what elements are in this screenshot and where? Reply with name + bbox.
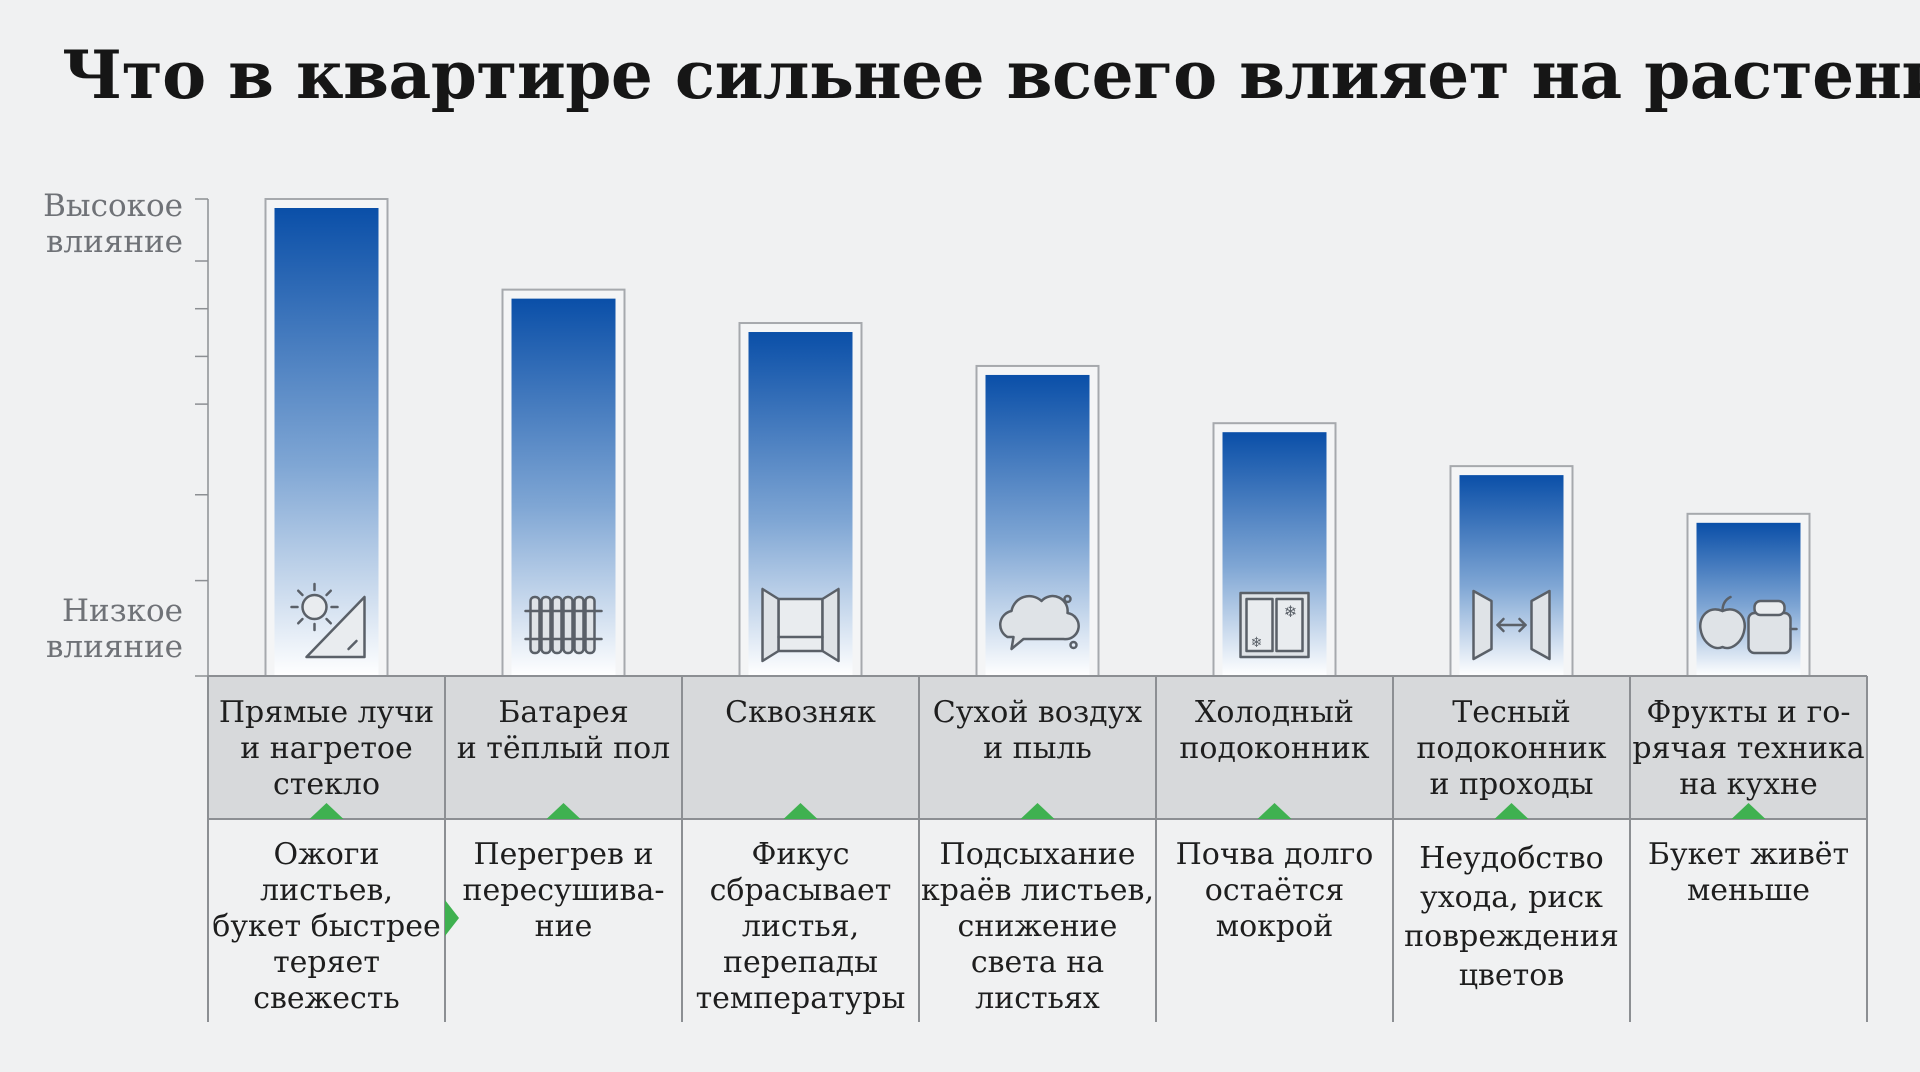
effect-label: свежесть <box>253 981 400 1016</box>
factor-label: подоконник <box>1179 731 1369 766</box>
accent-marker <box>309 803 344 819</box>
factor-label: стекло <box>273 767 380 802</box>
factor-label: Фрукты и го- <box>1647 695 1851 730</box>
accent-marker <box>546 803 581 819</box>
effect-label: света на <box>971 945 1104 980</box>
sun-glass-icon <box>290 582 366 659</box>
effect-label: листьев, <box>260 873 393 908</box>
cold-window-icon: ❄❄ <box>1239 591 1310 659</box>
y-axis-high-label: Высокое <box>43 188 183 224</box>
accent-marker <box>1494 803 1529 819</box>
factor-label: Батарея <box>498 695 628 730</box>
bar <box>274 208 379 676</box>
effect-label: пересушива- <box>463 873 665 908</box>
effect-label: Неудобство <box>1419 841 1604 876</box>
factor-label: подоконник <box>1416 731 1606 766</box>
radiator-icon <box>524 595 603 655</box>
effect-label: температуры <box>696 981 906 1016</box>
effect-label: меньше <box>1687 873 1810 908</box>
factor-label: рячая техника <box>1632 731 1864 766</box>
factor-label: и пыль <box>983 731 1092 766</box>
effect-label: краёв листьев, <box>921 873 1154 908</box>
effect-label: листьях <box>975 981 1100 1016</box>
dust-cloud-icon <box>999 594 1080 651</box>
table-header-band <box>208 676 1867 819</box>
svg-text:❄: ❄ <box>1284 602 1297 621</box>
effect-label: мокрой <box>1216 909 1333 944</box>
chart-title: Что в квартире сильнее всего влияет на р… <box>62 36 1920 114</box>
effect-label: Подсыхание <box>940 837 1136 872</box>
factor-label: на кухне <box>1679 767 1818 802</box>
accent-marker <box>1257 803 1292 819</box>
effect-label: Фикус <box>751 837 849 872</box>
effect-label: букет быстрее <box>212 909 440 944</box>
effect-label: сбрасывает <box>710 873 892 908</box>
factor-label: и нагретое <box>240 731 413 766</box>
factor-label: Холодный <box>1195 695 1354 730</box>
effect-label: теряет <box>273 945 380 980</box>
y-axis-high-label: влияние <box>46 224 183 260</box>
effect-label: повреждения <box>1404 919 1619 954</box>
y-axis-low-label: Низкое <box>62 593 183 629</box>
kitchen-icon <box>1699 595 1798 655</box>
effect-label: снижение <box>958 909 1118 944</box>
accent-marker <box>1731 803 1766 819</box>
effect-label: Ожоги <box>274 837 380 872</box>
effect-label: цветов <box>1459 958 1564 993</box>
effect-label: ние <box>535 909 593 944</box>
effect-label: Почва долго <box>1176 837 1374 872</box>
accent-marker <box>783 803 818 819</box>
effect-label: ухода, риск <box>1420 880 1603 915</box>
effect-label: остаётся <box>1205 873 1344 908</box>
factor-label: Сухой воздух <box>933 695 1143 730</box>
open-window-icon <box>761 587 840 663</box>
factor-label: Тесный <box>1452 695 1570 730</box>
factor-label: и проходы <box>1429 767 1593 802</box>
side-accent-marker <box>445 900 459 936</box>
y-axis-low-label: влияние <box>46 629 183 665</box>
effect-label: листья, <box>742 909 859 944</box>
effect-label: Букет живёт <box>1648 837 1849 872</box>
factor-label: Прямые лучи <box>219 695 434 730</box>
svg-text:❄: ❄ <box>1251 635 1263 651</box>
effect-label: перепады <box>723 945 878 980</box>
factor-label: и тёплый пол <box>457 731 670 766</box>
accent-marker <box>1020 803 1055 819</box>
passage-icon <box>1472 589 1551 661</box>
effect-label: Перегрев и <box>474 837 654 872</box>
factor-label: Сквозняк <box>725 695 876 730</box>
